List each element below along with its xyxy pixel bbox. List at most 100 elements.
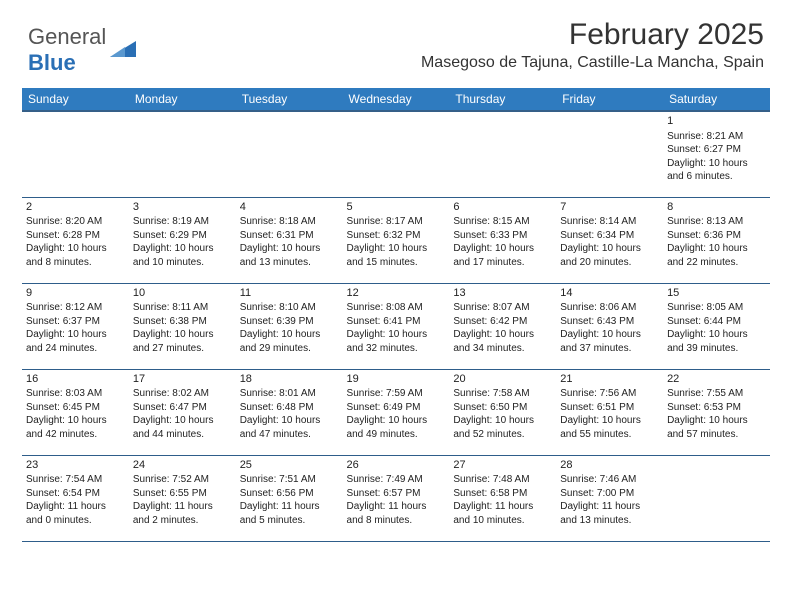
weekday-thursday: Thursday <box>449 88 556 111</box>
calendar-cell: 26Sunrise: 7:49 AMSunset: 6:57 PMDayligh… <box>343 455 450 541</box>
daylight-line: Daylight: 10 hours and 47 minutes. <box>240 414 339 441</box>
sunrise-line: Sunrise: 7:54 AM <box>26 473 125 487</box>
sunrise-line: Sunrise: 7:55 AM <box>667 387 766 401</box>
sunrise-line: Sunrise: 8:11 AM <box>133 301 232 315</box>
sunrise-line: Sunrise: 8:15 AM <box>453 215 552 229</box>
calendar-cell: 16Sunrise: 8:03 AMSunset: 6:45 PMDayligh… <box>22 369 129 455</box>
sunset-line: Sunset: 6:36 PM <box>667 229 766 243</box>
calendar-cell <box>129 111 236 197</box>
logo-word-general: General <box>28 24 106 49</box>
calendar-cell: 7Sunrise: 8:14 AMSunset: 6:34 PMDaylight… <box>556 197 663 283</box>
daylight-line: Daylight: 10 hours and 42 minutes. <box>26 414 125 441</box>
calendar-cell: 9Sunrise: 8:12 AMSunset: 6:37 PMDaylight… <box>22 283 129 369</box>
daylight-line: Daylight: 10 hours and 44 minutes. <box>133 414 232 441</box>
daylight-line: Daylight: 10 hours and 8 minutes. <box>26 242 125 269</box>
sunset-line: Sunset: 6:55 PM <box>133 487 232 501</box>
sunset-line: Sunset: 6:34 PM <box>560 229 659 243</box>
sunrise-line: Sunrise: 8:14 AM <box>560 215 659 229</box>
calendar-cell: 20Sunrise: 7:58 AMSunset: 6:50 PMDayligh… <box>449 369 556 455</box>
weekday-monday: Monday <box>129 88 236 111</box>
calendar-cell <box>556 111 663 197</box>
sunset-line: Sunset: 6:39 PM <box>240 315 339 329</box>
sunrise-line: Sunrise: 7:49 AM <box>347 473 446 487</box>
day-number: 26 <box>347 458 446 473</box>
logo: General Blue <box>28 18 136 76</box>
day-number: 22 <box>667 372 766 387</box>
calendar-cell: 11Sunrise: 8:10 AMSunset: 6:39 PMDayligh… <box>236 283 343 369</box>
daylight-line: Daylight: 10 hours and 37 minutes. <box>560 328 659 355</box>
calendar-row: 23Sunrise: 7:54 AMSunset: 6:54 PMDayligh… <box>22 455 770 541</box>
day-number: 7 <box>560 200 659 215</box>
calendar-cell: 18Sunrise: 8:01 AMSunset: 6:48 PMDayligh… <box>236 369 343 455</box>
calendar-cell: 8Sunrise: 8:13 AMSunset: 6:36 PMDaylight… <box>663 197 770 283</box>
sunset-line: Sunset: 6:47 PM <box>133 401 232 415</box>
sunset-line: Sunset: 6:53 PM <box>667 401 766 415</box>
calendar-row: 9Sunrise: 8:12 AMSunset: 6:37 PMDaylight… <box>22 283 770 369</box>
calendar-cell: 25Sunrise: 7:51 AMSunset: 6:56 PMDayligh… <box>236 455 343 541</box>
day-number: 27 <box>453 458 552 473</box>
sunrise-line: Sunrise: 7:56 AM <box>560 387 659 401</box>
daylight-line: Daylight: 10 hours and 39 minutes. <box>667 328 766 355</box>
sunset-line: Sunset: 6:51 PM <box>560 401 659 415</box>
sunrise-line: Sunrise: 8:18 AM <box>240 215 339 229</box>
sunrise-line: Sunrise: 8:05 AM <box>667 301 766 315</box>
sunrise-line: Sunrise: 8:03 AM <box>26 387 125 401</box>
sunset-line: Sunset: 6:49 PM <box>347 401 446 415</box>
day-number: 3 <box>133 200 232 215</box>
calendar-row: 1Sunrise: 8:21 AMSunset: 6:27 PMDaylight… <box>22 111 770 197</box>
location-text: Masegoso de Tajuna, Castille-La Mancha, … <box>421 54 764 72</box>
sunrise-line: Sunrise: 7:46 AM <box>560 473 659 487</box>
sunset-line: Sunset: 6:42 PM <box>453 315 552 329</box>
daylight-line: Daylight: 10 hours and 57 minutes. <box>667 414 766 441</box>
sunset-line: Sunset: 6:32 PM <box>347 229 446 243</box>
sunrise-line: Sunrise: 8:21 AM <box>667 130 766 144</box>
day-number: 24 <box>133 458 232 473</box>
sunrise-line: Sunrise: 8:07 AM <box>453 301 552 315</box>
daylight-line: Daylight: 10 hours and 55 minutes. <box>560 414 659 441</box>
calendar-cell <box>663 455 770 541</box>
weekday-saturday: Saturday <box>663 88 770 111</box>
calendar-cell <box>449 111 556 197</box>
calendar-cell: 5Sunrise: 8:17 AMSunset: 6:32 PMDaylight… <box>343 197 450 283</box>
day-number: 20 <box>453 372 552 387</box>
sunset-line: Sunset: 6:58 PM <box>453 487 552 501</box>
day-number: 21 <box>560 372 659 387</box>
sunrise-line: Sunrise: 8:20 AM <box>26 215 125 229</box>
sunset-line: Sunset: 6:33 PM <box>453 229 552 243</box>
calendar-cell <box>343 111 450 197</box>
day-number: 19 <box>347 372 446 387</box>
weekday-friday: Friday <box>556 88 663 111</box>
calendar-cell <box>22 111 129 197</box>
sunrise-line: Sunrise: 8:10 AM <box>240 301 339 315</box>
sunrise-line: Sunrise: 8:17 AM <box>347 215 446 229</box>
logo-text: General Blue <box>28 24 106 76</box>
sunset-line: Sunset: 6:28 PM <box>26 229 125 243</box>
sunrise-line: Sunrise: 8:08 AM <box>347 301 446 315</box>
sunrise-line: Sunrise: 8:01 AM <box>240 387 339 401</box>
day-number: 1 <box>667 114 766 129</box>
sunrise-line: Sunrise: 8:06 AM <box>560 301 659 315</box>
day-number: 25 <box>240 458 339 473</box>
logo-triangle-icon <box>110 39 136 61</box>
day-number: 16 <box>26 372 125 387</box>
daylight-line: Daylight: 10 hours and 6 minutes. <box>667 157 766 184</box>
sunset-line: Sunset: 6:44 PM <box>667 315 766 329</box>
sunrise-line: Sunrise: 7:48 AM <box>453 473 552 487</box>
day-number: 5 <box>347 200 446 215</box>
sunrise-line: Sunrise: 7:58 AM <box>453 387 552 401</box>
weekday-sunday: Sunday <box>22 88 129 111</box>
calendar-row: 16Sunrise: 8:03 AMSunset: 6:45 PMDayligh… <box>22 369 770 455</box>
day-number: 23 <box>26 458 125 473</box>
daylight-line: Daylight: 10 hours and 13 minutes. <box>240 242 339 269</box>
sunset-line: Sunset: 6:57 PM <box>347 487 446 501</box>
sunset-line: Sunset: 6:27 PM <box>667 143 766 157</box>
calendar-cell: 6Sunrise: 8:15 AMSunset: 6:33 PMDaylight… <box>449 197 556 283</box>
day-number: 4 <box>240 200 339 215</box>
sunset-line: Sunset: 6:31 PM <box>240 229 339 243</box>
daylight-line: Daylight: 10 hours and 49 minutes. <box>347 414 446 441</box>
calendar-cell: 21Sunrise: 7:56 AMSunset: 6:51 PMDayligh… <box>556 369 663 455</box>
sunrise-line: Sunrise: 8:19 AM <box>133 215 232 229</box>
calendar-cell: 12Sunrise: 8:08 AMSunset: 6:41 PMDayligh… <box>343 283 450 369</box>
day-number: 18 <box>240 372 339 387</box>
calendar-cell <box>236 111 343 197</box>
